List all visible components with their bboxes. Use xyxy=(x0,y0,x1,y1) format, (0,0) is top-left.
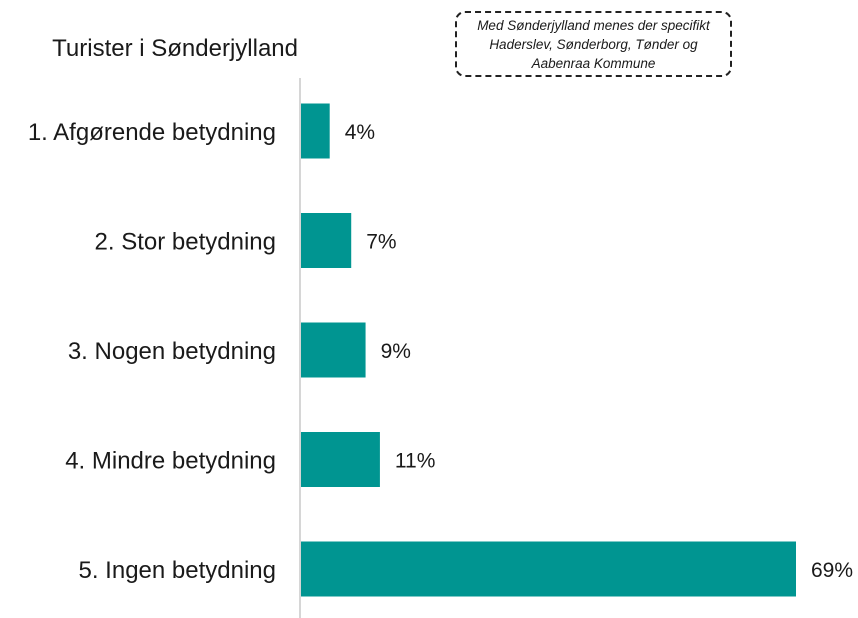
bar xyxy=(301,541,796,597)
bars-group: 1. Afgørende betydning 4% 2. Stor betydnin… xyxy=(28,103,853,597)
value-label: 4% xyxy=(345,121,375,144)
category-label: 3. Nogen betydning xyxy=(68,338,276,365)
note-box: Med Sønderjylland menes der specifikt Ha… xyxy=(455,11,732,77)
category-label: 2. Stor betydning xyxy=(95,229,276,256)
bar xyxy=(301,432,380,487)
value-label: 7% xyxy=(366,231,396,254)
value-label: 11% xyxy=(395,450,435,473)
category-label: 4. Mindre betydning xyxy=(65,448,276,475)
category-label: 5. Ingen betydning xyxy=(79,557,277,584)
value-label: 9% xyxy=(381,340,411,363)
bar xyxy=(301,322,366,378)
bar xyxy=(301,103,330,159)
category-label: 1. Afgørende betydning xyxy=(28,119,276,146)
note-text: Med Sønderjylland menes der specifikt Ha… xyxy=(477,17,710,71)
bar xyxy=(301,213,352,268)
value-label: 69% xyxy=(811,559,853,582)
chart-title: Turister i Sønderjylland xyxy=(52,35,298,62)
